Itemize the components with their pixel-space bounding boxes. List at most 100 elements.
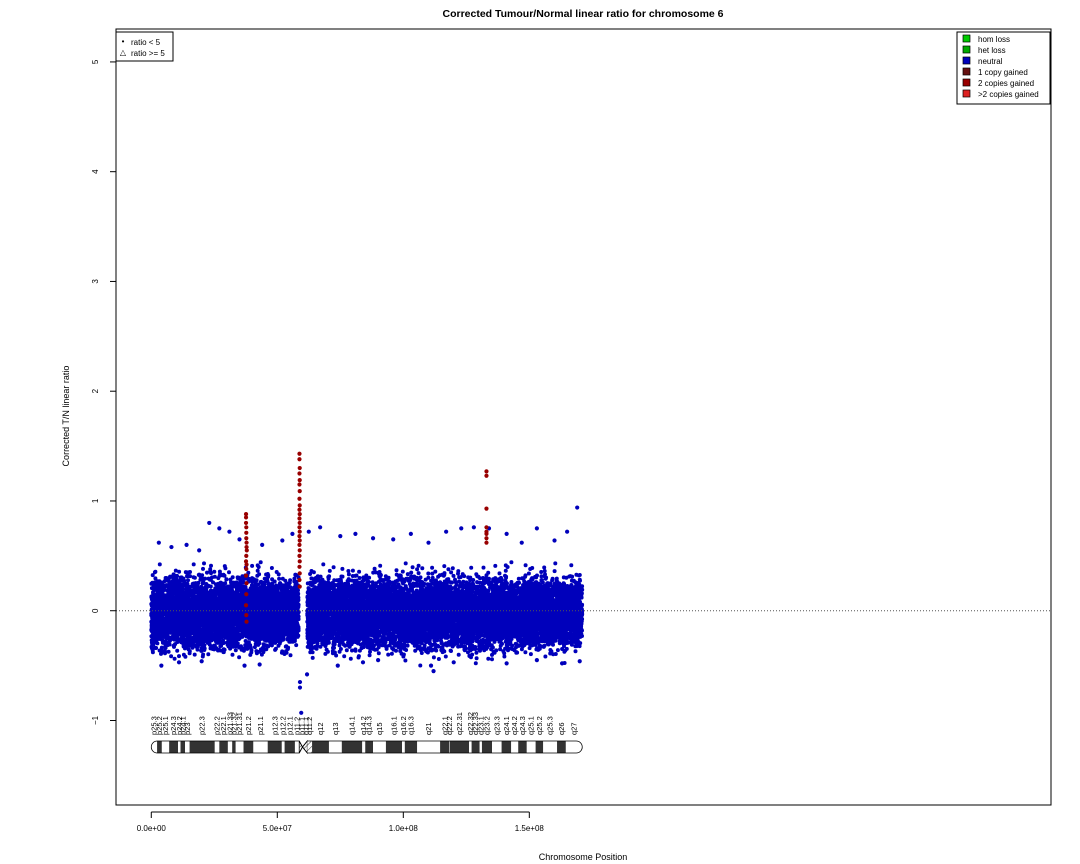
ideogram-band-label: q22.1 — [440, 716, 449, 735]
ideogram-band-label: p23 — [183, 722, 192, 735]
ideogram-band — [365, 741, 374, 753]
ideogram-band — [328, 741, 342, 753]
ideogram-band-label: q23.3 — [492, 716, 501, 735]
ideogram-band — [151, 741, 158, 753]
gained-point — [244, 592, 249, 597]
gained-point — [297, 512, 302, 517]
ideogram-band-label: q21 — [424, 722, 433, 735]
ideogram-band-label: q16.1 — [389, 716, 398, 735]
gained-point — [244, 525, 249, 530]
ideogram-band-label: p11.1 — [298, 717, 307, 735]
ideogram-band — [535, 741, 544, 753]
neutral-outlier-point — [428, 663, 434, 668]
legend-dot-marker: • — [122, 37, 125, 46]
neutral-outlier-point — [280, 538, 285, 543]
ideogram-band — [492, 741, 502, 753]
ideogram-band-label: q25.3 — [546, 716, 555, 735]
ideogram-band-centromere — [301, 739, 308, 755]
gained-point — [297, 525, 302, 530]
neutral-outlier-point — [534, 658, 539, 663]
neutral-outlier-point — [370, 536, 376, 541]
legend-marker-shapes: • ratio < 5 △ ratio >= 5 — [115, 31, 174, 62]
y-tick-label: 2 — [91, 388, 100, 393]
ideogram-band — [565, 741, 583, 753]
ideogram-band-label: p24.1 — [178, 716, 187, 735]
ideogram-band-label: q24.2 — [510, 716, 519, 735]
ideogram-band-label: p21.1 — [256, 716, 265, 735]
ideogram-band — [157, 741, 162, 753]
legend-copy-number-status: hom loss het loss neutral 1 copy gained 2 co… — [956, 31, 1051, 105]
neutral-outlier-point — [176, 660, 182, 665]
gained-point — [484, 540, 489, 545]
gained-point — [484, 536, 489, 541]
ideogram-band — [449, 741, 470, 753]
legend-label: het loss — [978, 46, 1006, 55]
neutral-points-cloud — [149, 560, 585, 668]
ideogram-band — [526, 741, 536, 753]
ideogram-band-label: p21.33 — [226, 712, 235, 735]
neutral-outlier-point — [257, 662, 262, 667]
neutral-outlier-point — [451, 660, 456, 665]
ideogram-band-label: q11.1 — [302, 717, 311, 735]
ideogram-band — [469, 741, 472, 753]
x-tick-label: 0.0e+00 — [137, 824, 167, 833]
gained-point — [297, 478, 302, 483]
neutral-outlier-point — [565, 529, 570, 534]
gained-point — [297, 564, 302, 569]
ideogram-band-label: q22.32 — [466, 712, 475, 735]
neutral-outlier-point — [338, 533, 343, 539]
legend-swatch — [962, 67, 971, 76]
gained-point — [297, 577, 302, 583]
ideogram-band — [471, 741, 480, 753]
neutral-outlier-point — [376, 658, 381, 663]
ideogram-band-label: q24.1 — [502, 716, 511, 735]
ideogram-band-label: p12.1 — [285, 716, 294, 735]
neutral-outlier-point — [207, 520, 212, 526]
ideogram-band-label: q15 — [375, 722, 384, 735]
neutral-outlier-point — [575, 505, 580, 510]
neutral-outlier-point — [304, 672, 310, 677]
gained-point — [297, 503, 302, 508]
gained-point — [244, 613, 249, 618]
ideogram-band — [294, 741, 300, 753]
ideogram-band — [253, 741, 268, 753]
neutral-outlier-point — [159, 663, 164, 668]
gained-point — [244, 581, 249, 586]
gained-point — [243, 515, 249, 520]
ideogram-band — [511, 741, 519, 753]
y-axis: −1 0 1 2 3 4 5 — [91, 59, 116, 725]
ideogram-band — [385, 741, 403, 753]
gained-point — [297, 559, 302, 564]
ideogram-band-label: q11.2 — [305, 717, 314, 735]
y-tick-label: 5 — [91, 59, 100, 64]
ideogram-band-label: p22.2 — [213, 716, 222, 735]
gained-point — [297, 488, 302, 494]
gained-point — [484, 473, 489, 478]
ideogram-band — [341, 741, 363, 753]
gained-point — [244, 540, 249, 545]
ideogram-band — [557, 741, 566, 753]
legend-label: >2 copies gained — [978, 90, 1039, 99]
ideogram-band-label: p21.31 — [235, 712, 244, 735]
legend-box — [115, 31, 174, 62]
ideogram-band-label: q23.2 — [482, 716, 491, 735]
gained-point — [297, 465, 302, 471]
ideogram-band-label: q27 — [570, 722, 579, 735]
ideogram-band-label: p22.1 — [219, 716, 228, 735]
gained-point — [297, 538, 302, 543]
neutral-outlier-point — [519, 540, 524, 545]
neutral-outlier-point — [444, 529, 449, 534]
ideogram-band-label: q14.2 — [359, 716, 368, 735]
gained-point — [297, 482, 302, 487]
ideogram-band — [501, 741, 512, 753]
ideogram-band — [169, 741, 178, 753]
legend-label: neutral — [978, 57, 1003, 66]
ideogram-band — [177, 741, 181, 753]
neutral-outlier-point — [504, 531, 509, 536]
gained-point — [297, 542, 302, 547]
neutral-outlier-point — [217, 526, 222, 531]
neutral-outlier-point — [184, 542, 189, 547]
ideogram-band — [543, 741, 558, 753]
neutral-outlier-point — [360, 660, 366, 665]
gained-point — [297, 516, 302, 521]
